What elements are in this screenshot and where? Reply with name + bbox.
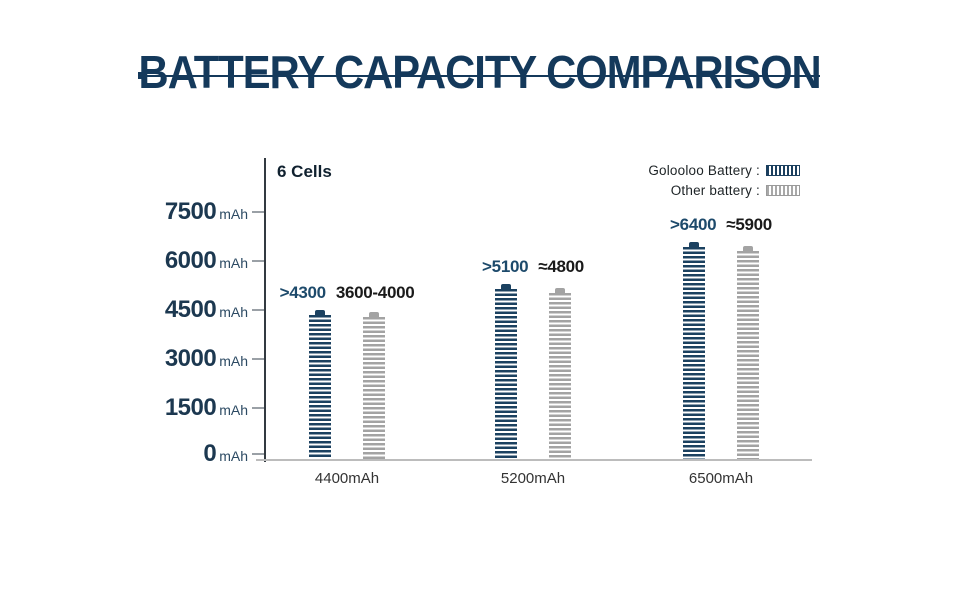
y-axis-label: 4500 mAh [165, 296, 248, 324]
y-tick-value: 4500 [164, 296, 217, 323]
y-tick-unit: mAh [219, 304, 248, 320]
battery-terminal-icon [315, 310, 325, 315]
y-tick-mark [252, 309, 264, 311]
y-tick-mark [252, 358, 264, 360]
other-value-label: ≈4800 [538, 257, 584, 276]
legend: Golooloo Battery : Other battery : [648, 160, 800, 200]
y-tick-unit: mAh [219, 255, 248, 271]
y-tick-mark [252, 407, 264, 409]
value-labels-4400mAh: >4300 3600-4000 [247, 283, 447, 303]
page-title: BATTERY CAPACITY COMPARISON [138, 46, 822, 99]
legend-item-golooloo: Golooloo Battery : [648, 160, 800, 180]
x-axis-label-5200mAh: 5200mAh [500, 470, 566, 487]
y-axis-label: 3000 mAh [165, 345, 248, 373]
bar-golooloo-6500mAh [683, 242, 705, 459]
bar-other-4400mAh [363, 312, 385, 459]
y-tick-unit: mAh [219, 402, 248, 418]
y-tick-unit: mAh [219, 353, 248, 369]
legend-label: Other battery : [670, 182, 760, 198]
x-axis-line [256, 459, 812, 461]
bar-other-5200mAh [549, 288, 571, 459]
golooloo-value-label: >5100 [482, 257, 529, 276]
battery-terminal-icon [555, 288, 565, 293]
y-tick-mark [252, 260, 264, 262]
value-labels-6500mAh: >6400 ≈5900 [621, 215, 821, 235]
y-axis-line [264, 158, 266, 462]
x-axis-label-4400mAh: 4400mAh [314, 470, 380, 487]
value-labels-5200mAh: >5100 ≈4800 [433, 257, 633, 277]
y-tick-value: 1500 [164, 394, 217, 421]
other-value-label: ≈5900 [726, 215, 772, 234]
golooloo-value-label: >4300 [279, 283, 327, 302]
y-tick-mark [252, 211, 264, 213]
legend-item-other: Other battery : [648, 180, 800, 200]
battery-terminal-icon [689, 242, 699, 247]
battery-terminal-icon [369, 312, 379, 317]
title-underline [138, 72, 820, 79]
y-tick-mark [252, 453, 264, 455]
y-axis-label: 6000 mAh [165, 247, 248, 275]
battery-terminal-icon [501, 284, 511, 289]
bar-golooloo-5200mAh [495, 284, 517, 459]
y-axis-label: 1500 mAh [165, 394, 248, 422]
y-axis-label: 7500 mAh [165, 198, 248, 226]
battery-terminal-icon [743, 246, 753, 251]
legend-label: Golooloo Battery : [648, 162, 760, 178]
y-tick-value: 7500 [164, 198, 217, 225]
y-axis-label: 0 mAh [203, 440, 248, 468]
y-tick-value: 3000 [164, 345, 217, 372]
y-tick-value: 0 [203, 440, 217, 467]
bar-golooloo-4400mAh [309, 310, 331, 459]
other-value-label: 3600-4000 [335, 283, 415, 302]
y-tick-value: 6000 [164, 247, 217, 274]
y-tick-unit: mAh [219, 448, 248, 464]
x-axis-label-6500mAh: 6500mAh [688, 470, 754, 487]
cells-annotation: 6 Cells [277, 162, 332, 181]
bar-other-6500mAh [737, 246, 759, 459]
y-tick-unit: mAh [219, 206, 248, 222]
other-battery-swatch-icon [766, 184, 800, 196]
golooloo-value-label: >6400 [670, 215, 717, 234]
golooloo-battery-swatch-icon [766, 164, 800, 176]
